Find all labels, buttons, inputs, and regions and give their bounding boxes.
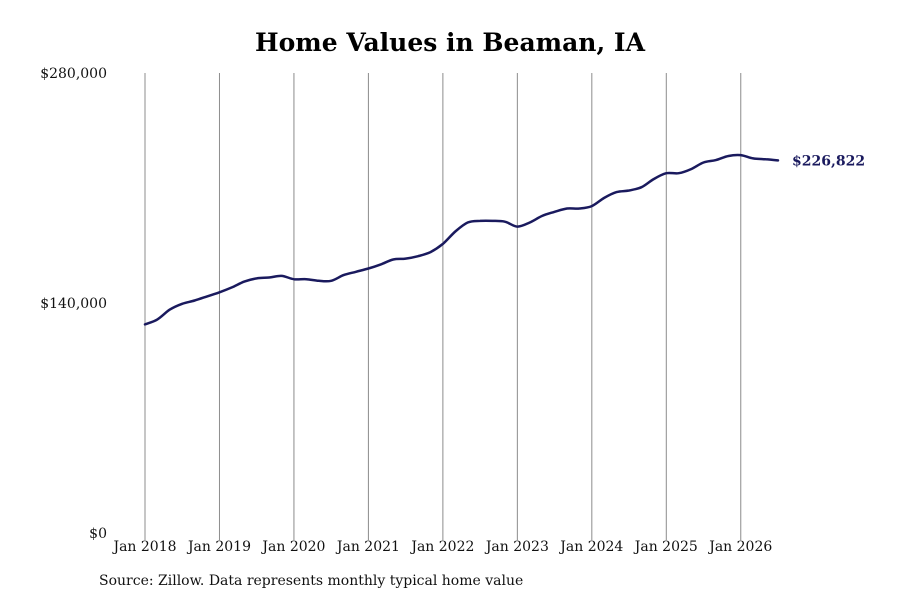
x-tick-label: Jan 2026 xyxy=(707,539,772,555)
y-tick-label: $280,000 xyxy=(40,66,107,82)
series-line xyxy=(143,153,780,326)
y-tick-label: $140,000 xyxy=(40,296,107,312)
series-group xyxy=(143,153,780,326)
y-axis-ticks: $0 $140,000 $280,000 xyxy=(40,66,107,542)
end-value-label-group: $226,822 xyxy=(792,153,865,169)
source-note: Source: Zillow. Data represents monthly … xyxy=(99,573,524,589)
x-tick-label: Jan 2023 xyxy=(484,539,549,555)
x-tick-label: Jan 2019 xyxy=(186,539,251,555)
x-tick-label: Jan 2018 xyxy=(111,539,176,555)
x-tick-label: Jan 2022 xyxy=(409,539,474,555)
x-tick-label: Jan 2024 xyxy=(558,539,623,555)
x-axis-ticks: Jan 2018 Jan 2019 Jan 2020 Jan 2021 Jan 2022… xyxy=(111,539,772,555)
y-tick-label: $0 xyxy=(89,526,107,542)
x-tick-label: Jan 2021 xyxy=(335,539,400,555)
grid-lines xyxy=(144,73,742,540)
end-value-label: $226,822 xyxy=(792,153,865,169)
x-tick-label: Jan 2025 xyxy=(633,539,698,555)
chart-title: Home Values in Beaman, IA xyxy=(255,28,645,57)
x-tick-label: Jan 2020 xyxy=(260,539,325,555)
